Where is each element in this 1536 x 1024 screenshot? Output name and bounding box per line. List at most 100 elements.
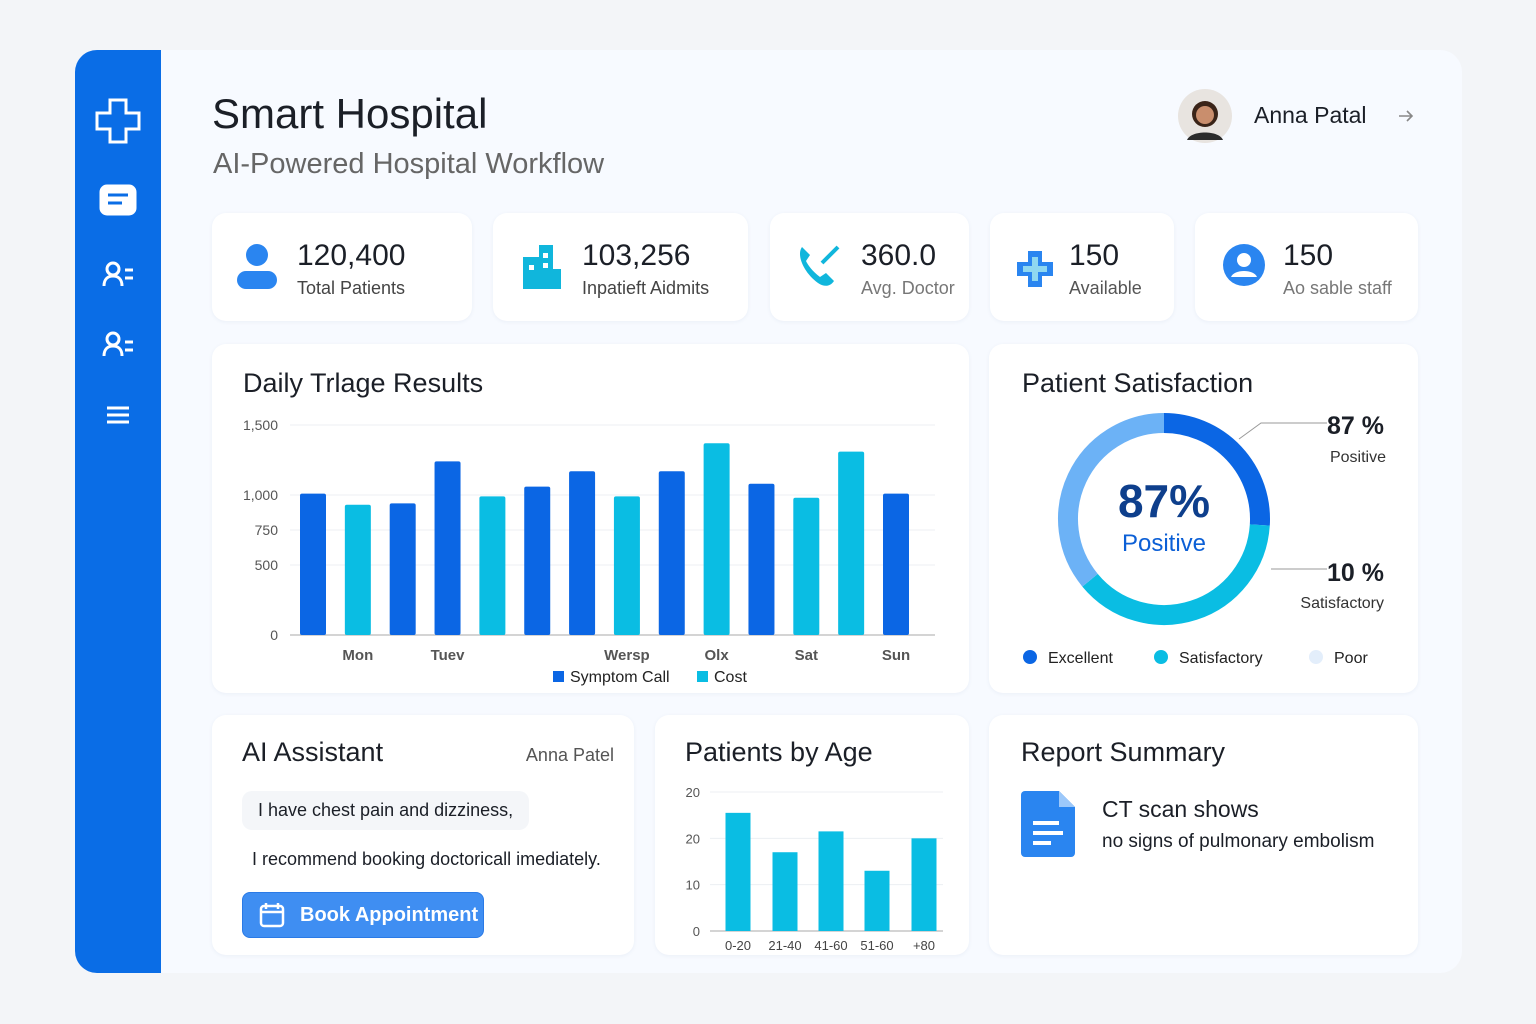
app-subtitle: AI-Powered Hospital Workflow	[213, 148, 605, 180]
stat-icon	[237, 244, 277, 289]
stat-card: 150 Ao sable staff	[1195, 213, 1418, 321]
y-tick-label: 10	[686, 878, 700, 893]
card-title: Daily Trlage Results	[243, 368, 484, 398]
x-tick-label: Olx	[705, 647, 730, 664]
stat-icon	[799, 245, 840, 286]
book-button[interactable]: Book Appointment	[242, 892, 484, 938]
x-tick-label: +80	[913, 938, 935, 953]
legend-swatch	[553, 671, 564, 682]
satisfaction-chart: Excellent Satisfactory Poor	[1023, 413, 1368, 667]
center-value: 87%	[1117, 475, 1211, 527]
y-tick-label: 0	[693, 924, 700, 939]
x-tick-label: Wersp	[604, 647, 650, 664]
legend-dot	[1309, 650, 1323, 664]
bar	[344, 504, 371, 635]
stat-card: 360.0 Avg. Doctor	[770, 213, 969, 321]
stat-card: 120,400 Total Patients	[212, 213, 472, 321]
bar	[524, 486, 551, 635]
sidebar	[75, 50, 161, 973]
stat-icon	[1017, 251, 1053, 287]
callout-label: Positive	[1329, 449, 1386, 466]
nav-menu[interactable]	[107, 406, 129, 424]
x-tick-label: Sun	[882, 647, 910, 664]
y-tick-label: 0	[270, 627, 278, 643]
stat-value: 360.0	[861, 239, 937, 272]
donut-segment	[1058, 413, 1165, 587]
x-tick-label: Sat	[795, 647, 818, 664]
x-tick-label: Tuev	[431, 647, 466, 664]
stat-label: Ao sable staff	[1283, 278, 1392, 298]
stat-value: 150	[1283, 239, 1334, 272]
bar	[838, 451, 865, 635]
x-tick-label: 41-60	[814, 938, 847, 953]
bar	[864, 870, 890, 931]
age-chart: 0 10 20 20 0-20 21-40 41-60 51-60 +80	[686, 785, 943, 953]
legend-label: Satisfactory	[1179, 650, 1263, 667]
bar	[658, 471, 685, 635]
nav-staff[interactable]	[102, 331, 133, 357]
app-title: Smart Hospital	[212, 90, 488, 137]
legend-label: Excellent	[1048, 650, 1113, 667]
logout-arrow[interactable]	[1396, 106, 1416, 126]
bar	[883, 493, 909, 635]
assistant-user: Anna Patel	[525, 745, 614, 765]
donut-segment	[1082, 524, 1270, 625]
stat-value: 103,256	[582, 239, 691, 272]
bar	[793, 497, 820, 635]
stat-label: Avg. Doctor	[861, 278, 955, 298]
legend-label: Cost	[714, 669, 747, 686]
avatar[interactable]	[1177, 88, 1233, 144]
chat-message: I have chest pain and dizziness,	[242, 791, 530, 830]
bar	[613, 496, 640, 635]
card-title: Patients by Age	[685, 737, 873, 767]
report-text: no signs of pulmonary embolism	[1102, 831, 1375, 852]
bar	[725, 812, 751, 931]
y-tick-label: 500	[255, 557, 279, 573]
callout-value: 87 %	[1327, 412, 1384, 440]
card-title: Report Summary	[1021, 737, 1226, 767]
legend-label: Symptom Call	[570, 669, 670, 686]
x-tick-label: 21-40	[768, 938, 801, 953]
y-tick-label: 20	[686, 831, 700, 846]
stat-icon	[1223, 244, 1265, 286]
bar	[300, 493, 326, 635]
callout-line	[1238, 422, 1327, 570]
bar	[569, 471, 596, 635]
bar	[818, 831, 844, 931]
triage-card: Daily Trlage Results 0 500 750 1,000 1,500 Mo…	[212, 344, 969, 693]
card-title: Patient Satisfaction	[1022, 368, 1254, 398]
report-card: Report Summary CT scan shows no signs of…	[989, 715, 1418, 955]
document-icon	[1021, 791, 1075, 857]
card-title: AI Assistant	[242, 737, 384, 767]
bar	[772, 852, 798, 931]
legend-label: Poor	[1334, 650, 1368, 667]
callout-label: Satisfactory	[1300, 595, 1384, 612]
bar	[911, 838, 937, 931]
stat-label: Available	[1069, 278, 1142, 298]
bar	[703, 443, 730, 635]
stat-card: 103,256 Inpatieft Aidmits	[493, 213, 748, 321]
triage-chart: 0 500 750 1,000 1,500 Mon Tuev Wersp Olx Sat Sun Sy…	[243, 417, 935, 686]
stat-card: 150 Available	[990, 213, 1174, 321]
center-label: Positive	[1121, 530, 1207, 557]
bar	[434, 461, 461, 635]
calendar-icon	[259, 903, 285, 928]
button-label: Book Appointment	[300, 904, 479, 926]
bar	[389, 503, 416, 635]
nav-home[interactable]	[95, 98, 141, 144]
user-name[interactable]: Anna Patal	[1254, 102, 1367, 128]
nav-chat[interactable]	[99, 184, 137, 216]
chat-message: I recommend booking doctoricall imediate…	[252, 849, 601, 869]
nav-patients[interactable]	[102, 261, 133, 287]
stat-icon	[523, 245, 561, 289]
report-heading: CT scan shows	[1102, 796, 1259, 822]
x-tick-label: 0-20	[725, 938, 751, 953]
x-tick-label: 51-60	[860, 938, 893, 953]
age-card: Patients by Age 0 10 20 20 0-20 21-40 41-60 51-…	[655, 715, 969, 955]
assistant-card: AI Assistant Anna Patel I have chest pai…	[212, 715, 634, 955]
donut-segment	[1163, 413, 1270, 526]
stat-label: Total Patients	[297, 278, 406, 298]
y-tick-label: 750	[255, 522, 279, 538]
y-tick-label: 1,500	[243, 417, 278, 433]
